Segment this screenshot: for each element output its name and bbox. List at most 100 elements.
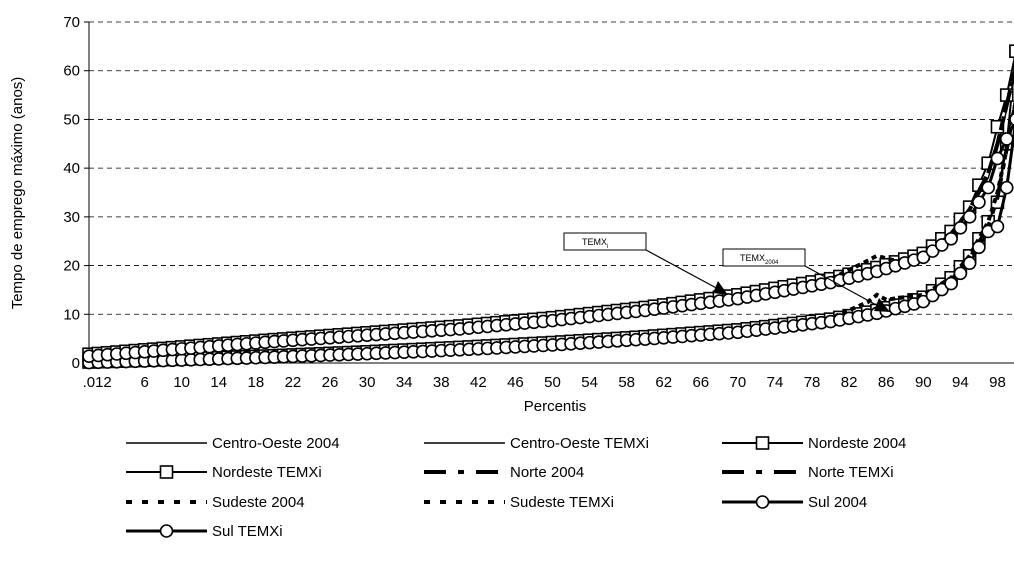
y-tick-label: 50 <box>63 111 80 128</box>
annotation-temxi: TEMXi <box>563 232 728 295</box>
x-tick-label: 42 <box>470 374 487 391</box>
x-tick-label: 94 <box>952 374 969 391</box>
series-line <box>88 65 1014 357</box>
x-tick-label: 70 <box>730 374 747 391</box>
x-tick-label: .01 <box>83 374 104 391</box>
data-point <box>999 180 1014 195</box>
data-point <box>972 240 986 255</box>
x-tick-label: 46 <box>507 374 524 391</box>
legend-item: Sudeste TEMXi <box>424 494 614 511</box>
y-tick-label: 60 <box>63 63 80 80</box>
x-tick-label: 2 <box>103 374 111 391</box>
x-tick-label: 62 <box>655 374 672 391</box>
data-point <box>1009 112 1014 126</box>
annotation-temxi-text: TEMXi <box>582 237 608 250</box>
annotation-temx2004: TEMX2004 <box>722 248 890 312</box>
data-point <box>1009 44 1014 59</box>
x-axis-title: Percentis <box>524 398 587 415</box>
data-point <box>972 195 986 210</box>
data-point <box>925 288 940 303</box>
legend-item: Centro-Oeste TEMXi <box>424 435 649 452</box>
legend-label: Centro-Oeste 2004 <box>212 435 340 452</box>
x-tick-label: 6 <box>140 374 148 391</box>
data-point <box>962 210 977 224</box>
x-tick-label: 30 <box>359 374 376 391</box>
data-point <box>953 266 968 281</box>
data-point <box>962 256 977 270</box>
annotation-temxi-arrowhead <box>713 281 728 295</box>
gridlines <box>89 21 1014 315</box>
series-markers <box>82 112 1014 370</box>
annotation-temxi-box <box>563 232 647 251</box>
annotation-temx2004-box <box>722 248 806 267</box>
x-tick-label: 26 <box>322 374 339 391</box>
x-tick-label: 78 <box>804 374 821 391</box>
x-tick-label: 10 <box>173 374 190 391</box>
y-tick-label: 30 <box>63 209 80 226</box>
data-point <box>916 294 931 309</box>
data-point <box>990 219 1005 234</box>
series-markers <box>82 112 1014 363</box>
y-tick-label: 70 <box>63 14 80 31</box>
legend-item: Norte 2004 <box>424 464 584 481</box>
x-tick-label: 22 <box>285 374 302 391</box>
legend-item: Nordeste TEMXi <box>126 464 322 481</box>
legend-label: Sul 2004 <box>808 494 867 511</box>
data-point <box>935 238 949 252</box>
x-tick-label: 50 <box>544 374 561 391</box>
legend-item: Sul 2004 <box>722 494 867 511</box>
y-tick-label: 0 <box>72 355 80 372</box>
data-point <box>999 132 1014 146</box>
annotation-temx2004-text: TEMX2004 <box>740 253 779 266</box>
legend-marker <box>159 524 174 538</box>
y-tick-label: 20 <box>63 258 80 275</box>
series-8 <box>82 112 1014 370</box>
annotation-temxi-arrow <box>645 249 721 291</box>
data-point <box>935 282 949 297</box>
x-tick-label: 82 <box>841 374 858 391</box>
series-9 <box>82 112 1014 363</box>
legend-item: Centro-Oeste 2004 <box>126 435 340 452</box>
legend-item: Nordeste 2004 <box>722 435 906 452</box>
y-axis-title: Tempo de emprego máximo (anos) <box>9 77 26 310</box>
x-tick-label: 66 <box>692 374 709 391</box>
x-tick-label: 14 <box>210 374 227 391</box>
legend-label: Nordeste TEMXi <box>212 464 322 481</box>
legend-label: Centro-Oeste TEMXi <box>510 435 649 452</box>
x-tick-label: 54 <box>581 374 598 391</box>
legend-item: Sudeste 2004 <box>126 494 305 511</box>
data-point <box>916 250 931 265</box>
series-lines <box>82 44 1014 370</box>
data-point <box>981 180 995 195</box>
x-tick-label: 38 <box>433 374 450 391</box>
y-tick-label: 10 <box>63 306 80 323</box>
x-tick-label: 90 <box>915 374 932 391</box>
legend-label: Norte TEMXi <box>808 464 894 481</box>
x-tick-label: 34 <box>396 374 413 391</box>
legend-marker <box>755 495 770 509</box>
x-tick-label: 86 <box>878 374 895 391</box>
series-7 <box>88 65 1014 357</box>
legend-item: Sul TEMXi <box>126 523 283 540</box>
data-point <box>944 276 958 291</box>
annotation-temx2004-arrowhead <box>874 298 890 312</box>
legend-label: Norte 2004 <box>510 464 584 481</box>
legend-label: Sudeste 2004 <box>212 494 305 511</box>
y-tick-label: 40 <box>63 160 80 177</box>
data-point <box>990 151 1005 166</box>
legend-item: Norte TEMXi <box>722 464 894 481</box>
data-point <box>944 231 958 246</box>
legend-label: Sul TEMXi <box>212 523 283 540</box>
x-tick-label: 18 <box>248 374 265 391</box>
legend-label: Nordeste 2004 <box>808 435 906 452</box>
data-point <box>953 221 968 235</box>
legend-marker <box>755 436 770 450</box>
legend-marker <box>159 465 174 479</box>
legend: Centro-Oeste 2004 Centro-Oeste TEMXi Norde… <box>126 435 906 540</box>
legend-label: Sudeste TEMXi <box>510 494 614 511</box>
x-tick-label: 98 <box>989 374 1006 391</box>
annotations: TEMXi TEMX2004 <box>563 232 890 312</box>
data-point <box>925 244 940 258</box>
